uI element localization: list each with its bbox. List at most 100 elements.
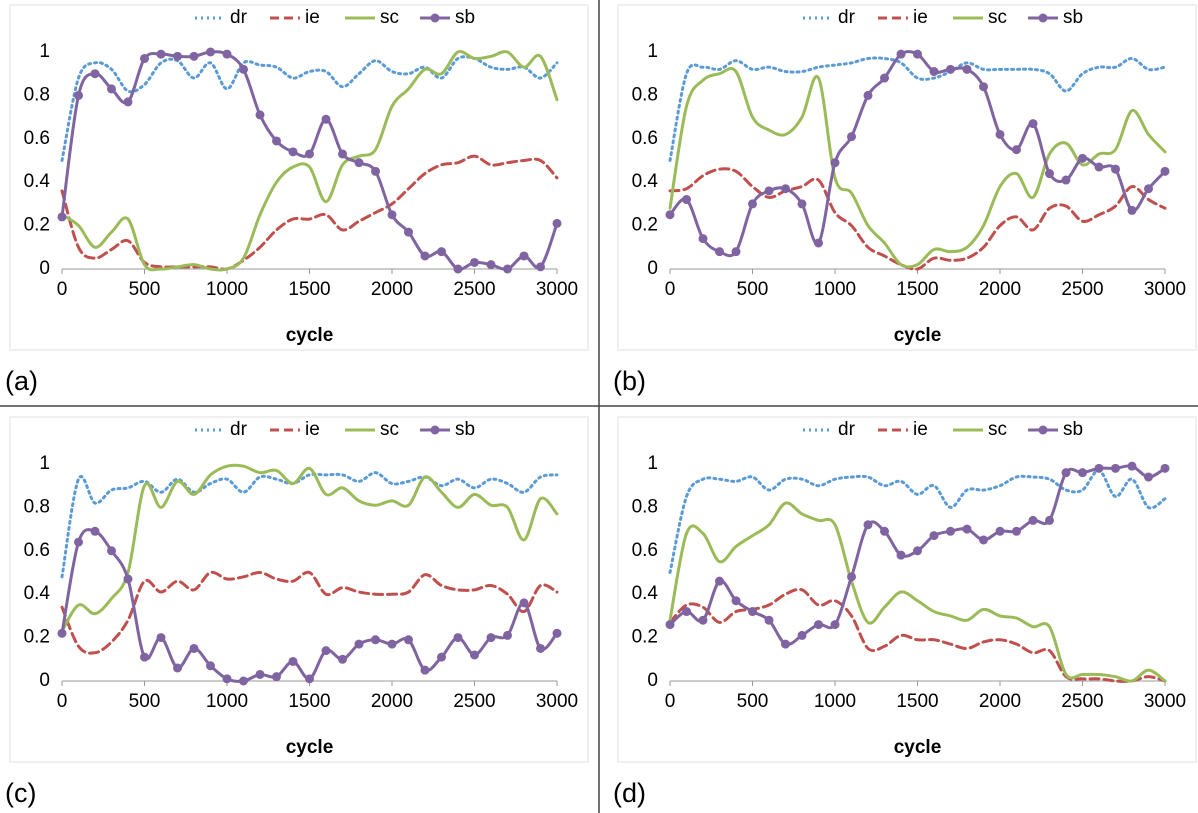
panel-label: (c)	[5, 778, 36, 808]
data-point	[338, 149, 347, 159]
data-point	[156, 49, 166, 59]
data-point	[371, 635, 380, 645]
data-point	[206, 661, 215, 671]
legend-label: dr	[838, 7, 856, 28]
data-point	[748, 607, 757, 617]
legend-marker	[430, 13, 440, 23]
chart-frame	[617, 416, 1197, 763]
data-point	[288, 147, 298, 157]
data-point	[305, 149, 314, 159]
x-axis-label: cycle	[894, 737, 942, 758]
series-line	[668, 501, 1167, 683]
series-line	[60, 55, 559, 162]
y-tick-label: 0	[39, 670, 50, 691]
series-line	[668, 67, 1167, 269]
data-point	[107, 84, 116, 94]
data-point	[437, 652, 446, 662]
data-point	[206, 47, 215, 57]
data-point	[929, 531, 939, 541]
data-point	[140, 54, 149, 64]
series-line	[668, 469, 1167, 574]
y-tick-label: 0.2	[632, 627, 658, 648]
legend-label: sc	[988, 419, 1007, 440]
data-point	[222, 49, 232, 59]
x-tick-label: 2500	[453, 279, 495, 300]
data-point	[173, 663, 182, 673]
chart-panel: 0 0.2 0.4 0.6 0.8 1 0 500 1000 1500 2000 2500 3000 cy…	[613, 416, 1197, 808]
data-point	[354, 158, 364, 168]
data-point	[486, 633, 496, 643]
data-point	[90, 69, 100, 79]
data-point	[814, 620, 823, 630]
data-point	[715, 576, 724, 586]
data-point	[536, 262, 545, 272]
data-point	[665, 210, 675, 220]
x-tick-label: 1000	[206, 691, 248, 712]
data-point	[305, 674, 314, 684]
data-point	[486, 260, 496, 270]
data-point	[387, 210, 397, 220]
data-point	[453, 633, 463, 643]
x-tick-label: 1500	[896, 279, 938, 300]
data-point	[698, 615, 708, 625]
data-point	[404, 227, 413, 237]
legend-label: dr	[838, 419, 856, 440]
y-tick-label: 1	[39, 41, 50, 62]
data-point	[946, 526, 955, 536]
x-tick-label: 0	[665, 279, 676, 300]
x-tick-label: 0	[57, 279, 68, 300]
data-point	[764, 186, 774, 196]
data-point	[962, 524, 972, 534]
x-tick-label: 0	[665, 691, 676, 712]
legend-marker	[430, 425, 440, 435]
data-point	[536, 643, 545, 653]
data-point	[1127, 461, 1137, 471]
data-point	[979, 535, 988, 545]
x-tick-label: 1000	[814, 279, 856, 300]
data-point	[731, 247, 741, 257]
data-point	[863, 520, 873, 530]
legend-label: sb	[455, 7, 475, 28]
data-point	[781, 639, 790, 649]
series-line	[60, 154, 559, 271]
data-point	[896, 49, 906, 59]
x-tick-label: 2000	[979, 691, 1021, 712]
y-tick-label: 0.8	[632, 84, 658, 105]
data-point	[321, 114, 331, 124]
series-line	[60, 570, 559, 655]
data-point	[338, 654, 347, 664]
y-tick-label: 0.4	[24, 583, 51, 604]
x-tick-label: 3000	[1144, 691, 1186, 712]
legend-label: sc	[988, 7, 1007, 28]
data-point	[470, 257, 479, 267]
data-point	[90, 526, 100, 536]
x-tick-label: 1500	[288, 279, 330, 300]
data-point	[682, 607, 691, 617]
y-tick-label: 0.4	[632, 583, 659, 604]
series-line	[668, 587, 1167, 683]
data-point	[731, 596, 741, 606]
x-tick-label: 2000	[371, 691, 413, 712]
series-line	[60, 528, 559, 683]
y-tick-label: 0	[647, 670, 658, 691]
legend-marker	[1038, 425, 1048, 435]
x-tick-label: 3000	[1144, 279, 1186, 300]
data-point	[272, 672, 281, 682]
x-tick-label: 1500	[896, 691, 938, 712]
data-point	[1061, 175, 1071, 185]
data-point	[962, 64, 972, 74]
data-point	[830, 158, 840, 168]
data-point	[880, 73, 889, 83]
panel-label: (b)	[613, 366, 646, 396]
data-point	[929, 67, 939, 77]
data-point	[189, 643, 199, 653]
data-point	[503, 264, 512, 274]
data-point	[288, 656, 298, 666]
data-point	[1028, 119, 1038, 129]
data-point	[781, 184, 790, 194]
x-tick-label: 2000	[371, 279, 413, 300]
data-point	[354, 639, 364, 649]
data-point	[847, 132, 856, 142]
y-tick-label: 0.6	[632, 128, 658, 149]
